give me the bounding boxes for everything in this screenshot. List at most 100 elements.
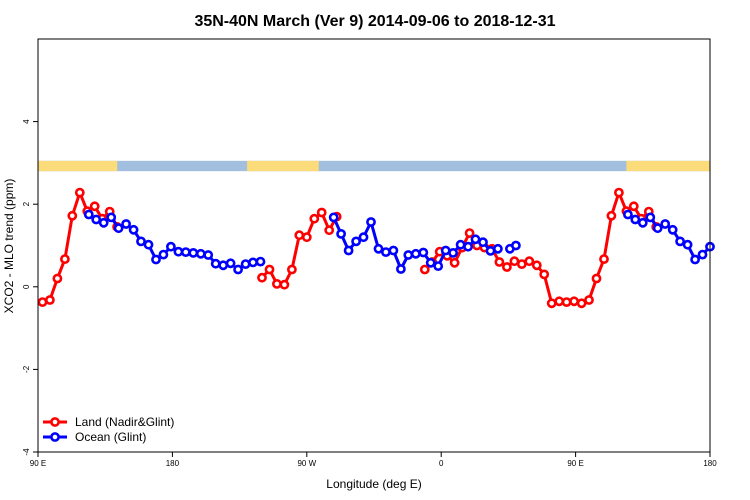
data-point-0-2-11 [501, 262, 512, 272]
y-tick-label-3: 2 [22, 201, 31, 206]
data-point-0-2-14 [524, 256, 535, 267]
data-point-0-1-8 [316, 207, 327, 218]
y-tick-label-0: -4 [22, 448, 31, 456]
strip-land-2 [626, 160, 710, 172]
data-point-1-0-15 [195, 248, 206, 259]
plot-frame [37, 38, 711, 453]
data-point-1-1-17 [455, 239, 466, 250]
data-point-1-1-20 [478, 237, 488, 248]
data-point-1-0-13 [180, 247, 191, 257]
data-point-0-2-17 [546, 298, 557, 309]
data-point-1-0-17 [210, 258, 221, 269]
land-ocean-strip [38, 160, 710, 172]
data-point-0-2-21 [576, 298, 587, 309]
data-point-0-0-1 [45, 295, 55, 305]
data-point-0-0-7 [89, 201, 100, 212]
x-tick-label-2: 90 W [297, 459, 316, 468]
y-tick-label-1: -2 [22, 365, 31, 373]
data-point-0-2-10 [494, 257, 505, 267]
data-point-1-3-6 [667, 224, 678, 235]
legend: Land (Nadir&Glint)Ocean (Glint) [43, 415, 174, 444]
x-axis-label: Longitude (deg E) [326, 477, 421, 491]
data-point-1-3-7 [675, 236, 685, 247]
data-point-1-0-14 [188, 247, 199, 258]
legend-label-0: Land (Nadir&Glint) [75, 415, 174, 429]
data-point-1-1-4 [358, 232, 369, 243]
data-point-1-0-21 [240, 259, 251, 269]
data-point-1-1-8 [388, 245, 399, 256]
data-point-1-0-0 [83, 209, 94, 220]
y-axis-ticks: -4 -2 0 2 4 [22, 119, 38, 456]
data-point-0-2-15 [531, 260, 542, 271]
legend-label-1: Ocean (Glint) [75, 430, 146, 444]
data-point-0-1-9 [324, 225, 335, 236]
data-point-0-2-13 [516, 259, 527, 269]
data-point-1-1-5 [366, 217, 376, 227]
x-tick-label-5: 180 [703, 459, 717, 468]
series-ocean [83, 209, 715, 275]
data-point-1-1-1 [336, 228, 346, 239]
data-point-1-0-6 [128, 224, 139, 235]
data-point-0-2-26 [614, 187, 624, 198]
data-point-0-0-4 [67, 210, 78, 221]
data-point-1-1-6 [373, 243, 384, 254]
data-point-0-2-6 [464, 228, 475, 238]
data-point-0-2-0 [419, 264, 430, 275]
data-point-1-1-2 [343, 245, 354, 256]
data-point-1-3-0 [623, 209, 633, 220]
data-point-1-1-22 [492, 243, 503, 254]
data-point-1-1-3 [351, 236, 361, 247]
data-point-1-0-16 [203, 250, 214, 260]
strip-ocean [38, 160, 710, 172]
data-point-1-3-2 [637, 217, 648, 228]
data-point-1-3-8 [682, 239, 693, 250]
data-point-0-1-2 [271, 278, 282, 289]
data-point-1-1-0 [328, 212, 339, 223]
data-point-1-0-8 [143, 239, 154, 250]
y-tick-label-2: 0 [22, 284, 31, 289]
plot-area [37, 187, 715, 309]
data-point-1-3-10 [697, 249, 708, 260]
data-point-1-0-7 [136, 236, 146, 247]
x-tick-label-3: 0 [439, 459, 444, 468]
x-axis-ticks: 90 E 180 90 W 0 90 E 180 [30, 452, 717, 468]
data-point-0-1-3 [279, 279, 290, 290]
data-point-1-3-4 [652, 223, 663, 234]
data-point-0-2-22 [584, 295, 594, 305]
data-point-0-1-5 [294, 230, 305, 241]
data-point-0-1-4 [286, 264, 297, 275]
data-point-1-0-20 [233, 264, 243, 275]
data-point-0-2-23 [591, 273, 602, 284]
data-point-0-2-4 [449, 257, 460, 268]
data-point-1-3-3 [645, 212, 656, 223]
strip-land-1 [247, 160, 319, 172]
data-point-1-1-13 [425, 257, 436, 268]
data-point-1-3-9 [690, 254, 700, 265]
series-line-0-1 [260, 211, 339, 287]
y-axis-label: XCO2 - MLO trend (ppm) [2, 179, 16, 314]
data-point-1-1-7 [380, 247, 391, 257]
data-point-0-2-18 [554, 296, 565, 307]
data-point-1-0-10 [158, 249, 169, 260]
data-point-1-0-9 [151, 254, 161, 265]
data-point-1-0-5 [121, 219, 131, 229]
x-tick-label-1: 180 [166, 459, 180, 468]
data-point-1-0-23 [255, 256, 266, 267]
data-point-1-0-19 [225, 258, 236, 269]
data-point-1-0-2 [98, 217, 109, 228]
data-point-1-1-11 [410, 248, 421, 259]
data-point-1-1-9 [395, 264, 406, 274]
data-point-1-3-1 [630, 214, 641, 225]
data-point-1-1-14 [433, 261, 444, 271]
data-point-0-0-2 [52, 273, 63, 284]
data-point-0-2-16 [539, 269, 550, 280]
x-tick-label-4: 90 E [567, 459, 583, 468]
data-point-1-1-18 [463, 241, 473, 252]
data-point-1-0-3 [106, 212, 117, 223]
data-point-1-0-18 [218, 260, 229, 271]
data-point-0-2-20 [569, 296, 579, 307]
legend-marker-1 [50, 432, 60, 442]
data-point-0-1-1 [264, 264, 275, 275]
data-point-1-0-22 [248, 257, 258, 268]
